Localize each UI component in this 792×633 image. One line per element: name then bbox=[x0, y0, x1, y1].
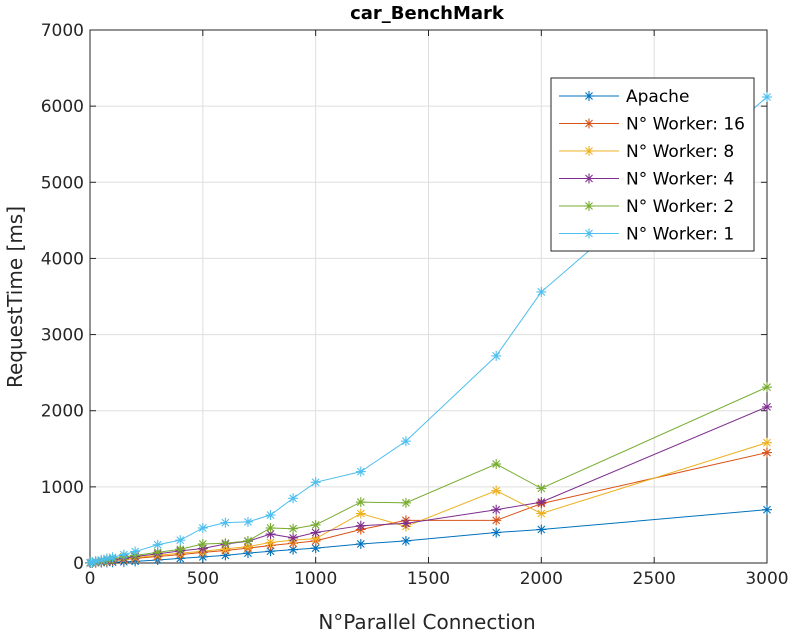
y-tick-label: 4000 bbox=[41, 249, 84, 269]
data-point-marker bbox=[762, 382, 772, 393]
data-point-marker bbox=[265, 510, 276, 521]
data-point-marker bbox=[762, 401, 772, 412]
data-point-marker bbox=[491, 485, 502, 496]
data-point-marker bbox=[762, 92, 772, 103]
x-axis-label: N°Parallel Connection bbox=[318, 610, 535, 633]
x-tick-label: 3000 bbox=[745, 569, 788, 589]
data-point-marker bbox=[96, 554, 107, 565]
data-point-marker bbox=[130, 546, 141, 557]
legend-label: N° Worker: 2 bbox=[626, 197, 734, 217]
x-tick-label: 2000 bbox=[520, 569, 563, 589]
data-point-marker bbox=[288, 532, 299, 543]
data-point-marker bbox=[197, 522, 208, 533]
data-point-marker bbox=[310, 519, 321, 530]
legend-marker bbox=[584, 118, 594, 129]
y-tick-label: 0 bbox=[73, 554, 84, 574]
data-point-marker bbox=[491, 350, 502, 361]
series-5 bbox=[85, 92, 772, 568]
legend-item: Apache bbox=[559, 87, 689, 107]
data-point-marker bbox=[355, 538, 366, 549]
x-tick-label: 1500 bbox=[407, 569, 450, 589]
y-tick-label: 3000 bbox=[41, 326, 84, 346]
data-point-marker bbox=[355, 466, 366, 477]
data-point-marker bbox=[242, 535, 253, 546]
data-point-marker bbox=[762, 447, 772, 458]
legend-label: N° Worker: 16 bbox=[626, 115, 745, 135]
y-tick-label: 2000 bbox=[41, 402, 84, 422]
data-point-marker bbox=[355, 497, 366, 508]
legend: Apache N° Worker: 16 N° Worker: 8 N° Worker… bbox=[550, 77, 755, 252]
legend-label: N° Worker: 4 bbox=[626, 170, 734, 190]
x-axis-ticks: 0 500 1000 1500 2000 2500 3000 bbox=[85, 30, 789, 589]
data-point-marker bbox=[400, 518, 411, 529]
y-tick-label: 6000 bbox=[41, 97, 84, 117]
data-point-marker bbox=[536, 497, 547, 508]
legend-label: Apache bbox=[626, 87, 689, 107]
data-point-marker bbox=[152, 539, 163, 550]
data-point-marker bbox=[355, 520, 366, 531]
data-point-marker bbox=[491, 504, 502, 515]
data-point-marker bbox=[242, 516, 253, 527]
legend-marker bbox=[584, 228, 594, 239]
legend-box bbox=[550, 77, 755, 252]
y-axis-label: RequestTime [ms] bbox=[3, 206, 27, 388]
legend-marker bbox=[584, 173, 594, 184]
y-tick-label: 1000 bbox=[41, 478, 84, 498]
data-point-marker bbox=[288, 493, 299, 504]
legend-label: N° Worker: 1 bbox=[626, 225, 734, 245]
legend-marker bbox=[584, 91, 594, 101]
legend-label: N° Worker: 8 bbox=[626, 142, 734, 162]
legend-item: N° Worker: 4 bbox=[559, 170, 734, 190]
data-point-marker bbox=[118, 549, 129, 560]
chart-title: car_BenchMark bbox=[350, 3, 505, 24]
data-point-marker bbox=[491, 527, 502, 538]
legend-item: N° Worker: 8 bbox=[559, 142, 734, 162]
data-point-marker bbox=[400, 497, 411, 508]
data-point-marker bbox=[400, 436, 411, 447]
data-point-marker bbox=[310, 477, 321, 488]
data-point-marker bbox=[107, 552, 118, 563]
data-point-marker bbox=[762, 504, 772, 515]
data-point-marker bbox=[220, 517, 231, 528]
data-point-marker bbox=[536, 286, 547, 297]
y-tick-label: 5000 bbox=[41, 173, 84, 193]
data-point-marker bbox=[175, 535, 186, 546]
x-tick-label: 500 bbox=[187, 569, 219, 589]
data-point-marker bbox=[491, 459, 502, 470]
series-group bbox=[85, 92, 772, 568]
legend-item: N° Worker: 2 bbox=[559, 197, 734, 217]
data-point-marker bbox=[220, 538, 231, 549]
data-point-marker bbox=[762, 437, 772, 448]
x-tick-label: 1000 bbox=[294, 569, 337, 589]
data-point-marker bbox=[536, 483, 547, 494]
data-point-marker bbox=[536, 508, 547, 519]
data-point-marker bbox=[355, 508, 366, 519]
data-point-marker bbox=[175, 544, 186, 555]
data-point-marker bbox=[536, 524, 547, 535]
data-point-marker bbox=[491, 515, 502, 526]
data-point-marker bbox=[400, 535, 411, 546]
x-tick-label: 0 bbox=[85, 569, 96, 589]
data-point-marker bbox=[265, 546, 276, 557]
legend-item: N° Worker: 1 bbox=[559, 225, 734, 245]
x-tick-label: 2500 bbox=[633, 569, 676, 589]
legend-marker bbox=[584, 146, 594, 156]
data-point-marker bbox=[288, 523, 299, 534]
legend-marker bbox=[584, 201, 594, 211]
y-axis-ticks: 0 1000 2000 3000 4000 5000 6000 7000 bbox=[41, 21, 767, 574]
y-tick-label: 7000 bbox=[41, 21, 84, 41]
data-point-marker bbox=[265, 522, 276, 533]
data-point-marker bbox=[197, 538, 208, 549]
data-point-marker bbox=[265, 537, 276, 548]
legend-item: N° Worker: 16 bbox=[559, 115, 745, 135]
